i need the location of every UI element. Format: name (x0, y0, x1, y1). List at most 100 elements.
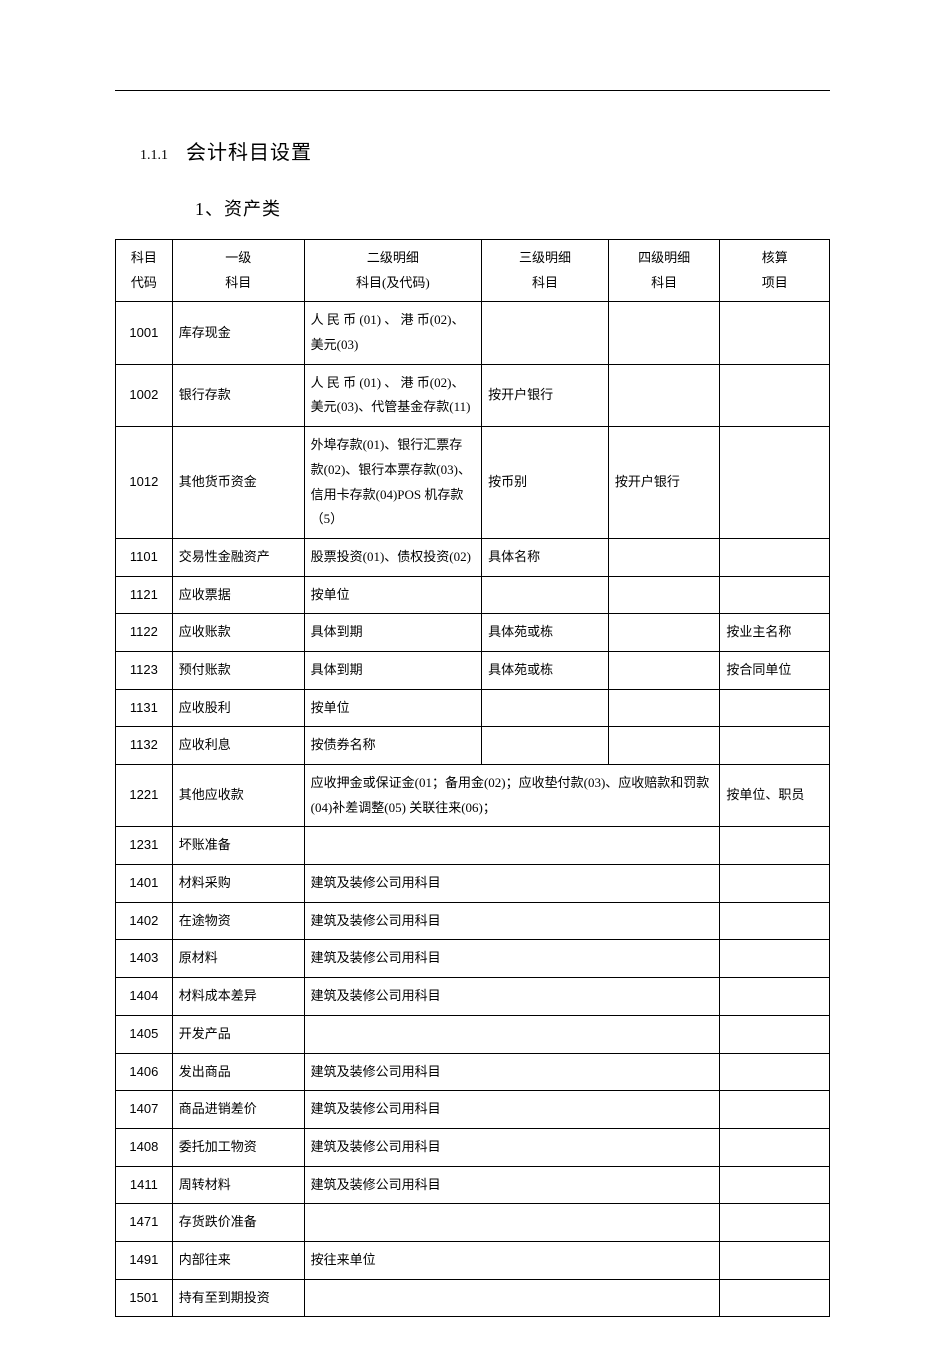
cell-lvl2: 建筑及装修公司用科目 (304, 978, 720, 1016)
table-row: 1501持有至到期投资 (116, 1279, 830, 1317)
cell-lvl2: 人 民 币 (01) 、 港 币(02)、美元(03)、代管基金存款(11) (304, 364, 481, 426)
document-page: 1.1.1 会计科目设置 1、资产类 科目 代码 一级 科目 二级明细 科目(及… (0, 0, 945, 1357)
cell-lvl3 (482, 302, 609, 364)
cell-item (720, 538, 830, 576)
table-row: 1231坏账准备 (116, 827, 830, 865)
cell-code: 1405 (116, 1015, 173, 1053)
cell-lvl2: 建筑及装修公司用科目 (304, 1091, 720, 1129)
cell-code: 1408 (116, 1128, 173, 1166)
cell-code: 1491 (116, 1241, 173, 1279)
cell-lvl2: 建筑及装修公司用科目 (304, 865, 720, 903)
cell-lvl1: 交易性金融资产 (172, 538, 304, 576)
header-lvl3: 三级明细 科目 (482, 240, 609, 302)
cell-lvl1: 原材料 (172, 940, 304, 978)
cell-code: 1401 (116, 865, 173, 903)
cell-code: 1131 (116, 689, 173, 727)
cell-item (720, 978, 830, 1016)
cell-item (720, 902, 830, 940)
cell-lvl1: 发出商品 (172, 1053, 304, 1091)
table-row: 1411周转材料建筑及装修公司用科目 (116, 1166, 830, 1204)
cell-lvl4 (608, 364, 720, 426)
table-row: 1491内部往来按往来单位 (116, 1241, 830, 1279)
cell-lvl2: 具体到期 (304, 614, 481, 652)
cell-code: 1101 (116, 538, 173, 576)
header-lvl2-l2: 科目(及代码) (311, 271, 475, 296)
cell-lvl1: 材料采购 (172, 865, 304, 903)
cell-item (720, 1015, 830, 1053)
table-row: 1131应收股利按单位 (116, 689, 830, 727)
cell-lvl3: 具体苑或栋 (482, 651, 609, 689)
cell-lvl3 (482, 727, 609, 765)
table-row: 1221其他应收款应收押金或保证金(01；备用金(02)；应收垫付款(03)、应… (116, 765, 830, 827)
table-row: 1122应收账款具体到期具体苑或栋按业主名称 (116, 614, 830, 652)
cell-code: 1121 (116, 576, 173, 614)
cell-lvl2: 建筑及装修公司用科目 (304, 1166, 720, 1204)
cell-code: 1471 (116, 1204, 173, 1242)
header-lvl3-l2: 科目 (488, 271, 602, 296)
section-heading: 1.1.1 会计科目设置 (140, 136, 830, 165)
cell-lvl2: 建筑及装修公司用科目 (304, 1053, 720, 1091)
header-code-l1: 科目 (122, 246, 166, 271)
cell-lvl4 (608, 689, 720, 727)
cell-lvl2: 建筑及装修公司用科目 (304, 902, 720, 940)
cell-lvl3 (482, 689, 609, 727)
cell-lvl4 (608, 651, 720, 689)
header-lvl4-l1: 四级明细 (615, 246, 714, 271)
cell-lvl4 (608, 614, 720, 652)
cell-lvl2: 按单位 (304, 689, 481, 727)
cell-lvl2: 人 民 币 (01) 、 港 币(02)、美元(03) (304, 302, 481, 364)
cell-item (720, 576, 830, 614)
cell-code: 1221 (116, 765, 173, 827)
cell-item (720, 689, 830, 727)
cell-lvl2: 按单位 (304, 576, 481, 614)
top-rule (115, 90, 830, 91)
accounts-table: 科目 代码 一级 科目 二级明细 科目(及代码) 三级明细 科目 四级明细 (115, 239, 830, 1317)
header-lvl3-l1: 三级明细 (488, 246, 602, 271)
cell-lvl1: 周转材料 (172, 1166, 304, 1204)
cell-lvl2 (304, 827, 720, 865)
cell-item: 按合同单位 (720, 651, 830, 689)
cell-lvl1: 应收账款 (172, 614, 304, 652)
cell-code: 1406 (116, 1053, 173, 1091)
cell-lvl1: 持有至到期投资 (172, 1279, 304, 1317)
cell-lvl1: 应收票据 (172, 576, 304, 614)
cell-lvl1: 内部往来 (172, 1241, 304, 1279)
table-row: 1123预付账款具体到期具体苑或栋按合同单位 (116, 651, 830, 689)
header-item-l1: 核算 (726, 246, 823, 271)
cell-lvl3: 按币别 (482, 427, 609, 539)
cell-item (720, 865, 830, 903)
header-lvl4: 四级明细 科目 (608, 240, 720, 302)
cell-code: 1012 (116, 427, 173, 539)
subsection-heading: 1、资产类 (195, 195, 830, 221)
cell-code: 1407 (116, 1091, 173, 1129)
cell-lvl2: 建筑及装修公司用科目 (304, 940, 720, 978)
cell-lvl1: 坏账准备 (172, 827, 304, 865)
cell-lvl4 (608, 302, 720, 364)
header-code: 科目 代码 (116, 240, 173, 302)
header-item: 核算 项目 (720, 240, 830, 302)
table-row: 1406发出商品建筑及装修公司用科目 (116, 1053, 830, 1091)
cell-lvl2: 股票投资(01)、债权投资(02) (304, 538, 481, 576)
cell-item (720, 1204, 830, 1242)
cell-lvl1: 开发产品 (172, 1015, 304, 1053)
cell-code: 1002 (116, 364, 173, 426)
cell-lvl2: 具体到期 (304, 651, 481, 689)
cell-lvl4 (608, 727, 720, 765)
table-row: 1404材料成本差异建筑及装修公司用科目 (116, 978, 830, 1016)
table-row: 1101交易性金融资产股票投资(01)、债权投资(02)具体名称 (116, 538, 830, 576)
cell-item: 按业主名称 (720, 614, 830, 652)
cell-lvl1: 材料成本差异 (172, 978, 304, 1016)
cell-lvl2: 按往来单位 (304, 1241, 720, 1279)
cell-lvl3: 具体苑或栋 (482, 614, 609, 652)
cell-lvl3: 按开户银行 (482, 364, 609, 426)
cell-lvl1: 存货跌价准备 (172, 1204, 304, 1242)
cell-code: 1402 (116, 902, 173, 940)
cell-lvl3 (482, 576, 609, 614)
header-lvl2-l1: 二级明细 (311, 246, 475, 271)
table-row: 1471存货跌价准备 (116, 1204, 830, 1242)
section-title: 会计科目设置 (186, 136, 312, 165)
cell-item (720, 727, 830, 765)
cell-code: 1123 (116, 651, 173, 689)
cell-item (720, 1053, 830, 1091)
cell-lvl1: 在途物资 (172, 902, 304, 940)
